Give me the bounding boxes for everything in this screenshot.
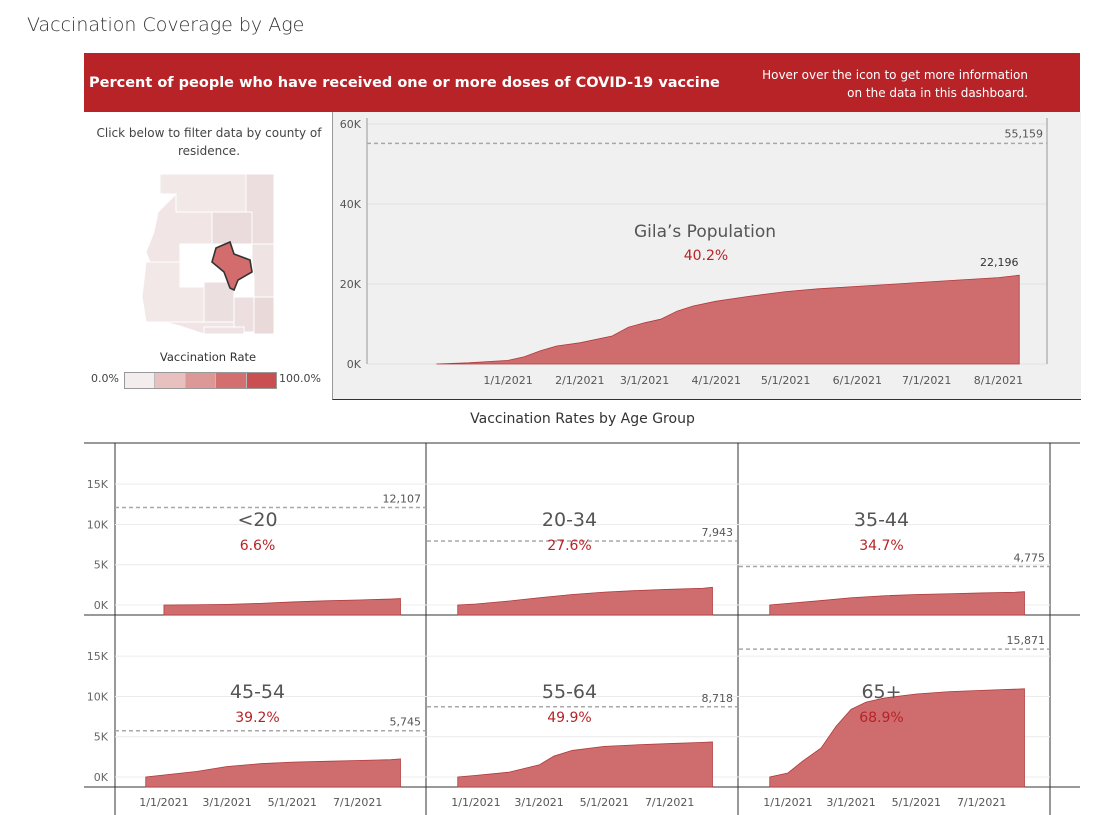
y-tick-label: 15K [87, 478, 109, 491]
main-area-series[interactable] [436, 274, 1020, 365]
x-tick-label: 7/1/2021 [645, 796, 694, 809]
age-area-series[interactable] [457, 741, 713, 788]
legend-title: Vaccination Rate [159, 350, 257, 364]
x-tick-label: 1/1/2021 [451, 796, 500, 809]
population-label: 4,775 [1014, 552, 1046, 565]
county-shape[interactable] [253, 296, 275, 335]
main-chart-title: Gila’s Population [634, 222, 776, 242]
legend-swatch [185, 373, 217, 388]
x-tick-label: 1/1/2021 [483, 374, 532, 387]
population-label: 5,745 [390, 716, 422, 729]
y-tick-label: 0K [94, 771, 109, 784]
population-label: 7,943 [702, 526, 734, 539]
main-area-chart[interactable]: 0K 20K 40K 60K 55,159 22,196 Gila’s Population… [0, 0, 1110, 400]
info-help-text[interactable]: Hover over the icon to get more informat… [762, 68, 1028, 100]
age-section-title: Vaccination Rates by Age Group [470, 411, 695, 427]
map-instructions: Click below to filter data by county of … [96, 126, 322, 158]
age-group-percent: 68.9% [859, 710, 903, 726]
age-group-label: 20-34 [542, 509, 597, 531]
y-tick-label: 60K [340, 118, 362, 131]
x-tick-label: 5/1/2021 [761, 374, 810, 387]
map-panel: Click below to filter data by county of … [84, 112, 332, 399]
x-tick-label: 5/1/2021 [268, 796, 317, 809]
age-group-label: 65+ [861, 681, 901, 703]
y-tick-label: 20K [340, 278, 362, 291]
age-area-series[interactable] [769, 591, 1025, 616]
county-shape[interactable] [203, 326, 245, 335]
county-map[interactable] [84, 112, 332, 399]
x-tick-label: 7/1/2021 [957, 796, 1006, 809]
population-label: 55,159 [1005, 127, 1044, 140]
population-label: 15,871 [1007, 634, 1046, 647]
y-tick-label: 0K [347, 358, 362, 371]
legend-swatch [125, 373, 156, 388]
x-tick-label: 5/1/2021 [580, 796, 629, 809]
x-tick-label: 1/1/2021 [139, 796, 188, 809]
age-group-label: 45-54 [230, 681, 285, 703]
page-title: Vaccination Coverage by Age [27, 14, 305, 36]
population-label: 8,718 [702, 692, 734, 705]
x-tick-label: 3/1/2021 [514, 796, 563, 809]
age-group-percent: 27.6% [547, 538, 591, 554]
age-area-series[interactable] [457, 586, 713, 616]
banner-title: Percent of people who have received one … [89, 75, 720, 91]
x-tick-label: 4/1/2021 [692, 374, 741, 387]
x-tick-label: 3/1/2021 [620, 374, 669, 387]
legend-color-bar [124, 372, 277, 389]
legend-min-label: 0.0% [91, 372, 119, 385]
age-area-series[interactable] [145, 758, 401, 788]
y-tick-label: 5K [94, 559, 109, 572]
age-area-series[interactable] [163, 598, 401, 616]
y-tick-label: 10K [87, 518, 109, 531]
legend-swatch [155, 373, 186, 388]
x-tick-label: 5/1/2021 [892, 796, 941, 809]
x-tick-label: 1/1/2021 [763, 796, 812, 809]
age-group-percent: 49.9% [547, 710, 591, 726]
header-banner: Percent of people who have received one … [84, 53, 1080, 112]
x-tick-label: 6/1/2021 [833, 374, 882, 387]
x-tick-label: 7/1/2021 [902, 374, 951, 387]
age-group-percent: 39.2% [235, 710, 279, 726]
age-group-label: 35-44 [854, 509, 909, 531]
population-label: 12,107 [383, 492, 422, 505]
legend-max-label: 100.0% [279, 372, 321, 385]
main-chart-percent: 40.2% [684, 248, 728, 264]
x-tick-label: 7/1/2021 [333, 796, 382, 809]
age-area-series[interactable] [769, 688, 1025, 788]
last-value-label: 22,196 [980, 256, 1019, 269]
legend-swatch [216, 373, 247, 388]
legend-swatch [246, 373, 277, 388]
y-tick-label: 0K [94, 599, 109, 612]
county-shape-gila[interactable] [211, 240, 253, 292]
y-tick-label: 10K [87, 690, 109, 703]
age-group-percent: 34.7% [859, 538, 903, 554]
age-group-label: 55-64 [542, 681, 597, 703]
y-tick-label: 5K [94, 731, 109, 744]
x-tick-label: 2/1/2021 [555, 374, 604, 387]
age-group-percent: 6.6% [240, 538, 276, 554]
y-tick-label: 15K [87, 650, 109, 663]
x-tick-label: 8/1/2021 [974, 374, 1023, 387]
arizona-map [141, 173, 275, 335]
x-tick-label: 3/1/2021 [826, 796, 875, 809]
y-tick-label: 40K [340, 198, 362, 211]
x-tick-label: 3/1/2021 [202, 796, 251, 809]
age-group-label: <20 [237, 509, 277, 531]
